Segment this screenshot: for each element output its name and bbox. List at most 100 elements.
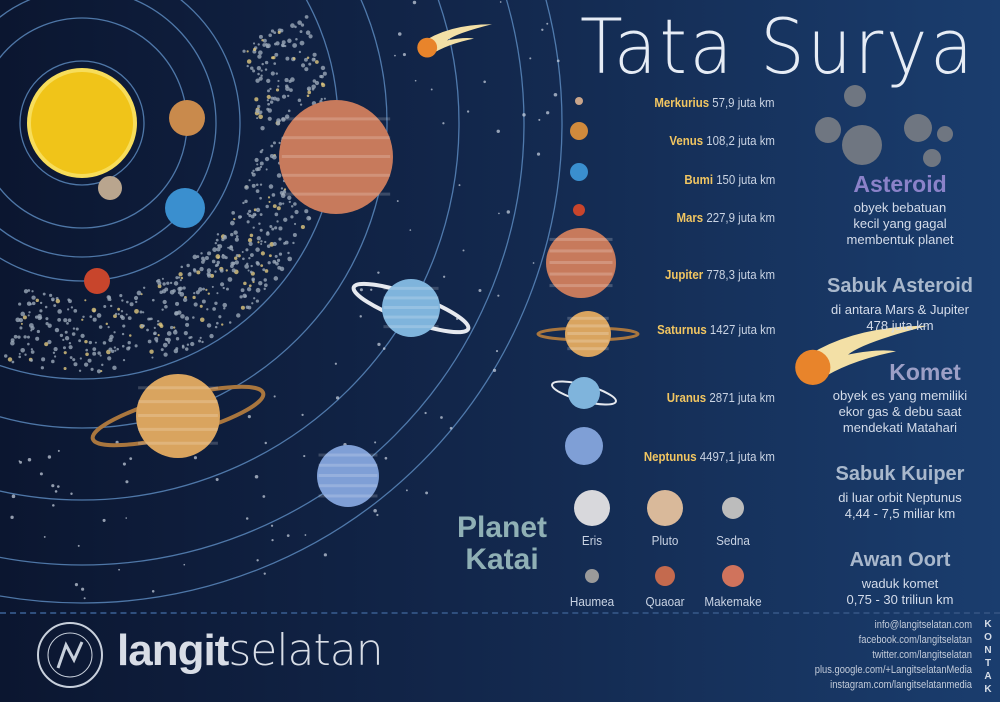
orbit-line	[0, 0, 525, 566]
orbit-line	[0, 0, 388, 429]
asteroid-dot	[254, 157, 259, 163]
asteroid-dot	[53, 346, 58, 352]
asteroid-dot	[311, 87, 315, 91]
asteroid-info: Asteroid obyek bebatuan kecil yang gagal …	[810, 172, 990, 248]
asteroid-dot	[271, 154, 277, 160]
asteroid-dot	[258, 76, 263, 81]
asteroid-dot	[196, 270, 201, 275]
asteroid-dot	[240, 288, 245, 293]
asteroid-dot	[177, 310, 182, 315]
asteroid-dot	[260, 240, 263, 243]
planet-mars	[573, 204, 585, 216]
asteroid-dot	[290, 77, 295, 82]
contact-link[interactable]: facebook.com/langitselatan	[858, 634, 972, 646]
asteroid-dot	[158, 322, 163, 327]
contact-link[interactable]: info@langitselatan.com	[874, 619, 972, 631]
asteroid-dot	[224, 256, 228, 260]
asteroid-dot	[293, 222, 297, 226]
asteroid-dot	[172, 289, 176, 293]
asteroid-dot	[211, 285, 214, 288]
asteroid-dot	[182, 286, 186, 290]
asteroid-dot	[222, 302, 228, 308]
asteroid-dot	[256, 262, 260, 266]
asteroid-dot	[50, 297, 55, 302]
comet-large-tail	[800, 325, 928, 381]
asteroid-dot	[34, 315, 39, 319]
asteroid-dot	[251, 183, 256, 188]
star-dot	[376, 513, 379, 517]
asteroid-dot	[57, 309, 62, 314]
asteroid-dot	[287, 38, 292, 44]
asteroid-dot	[273, 276, 279, 281]
asteroid-dot	[278, 252, 283, 256]
star-dot	[430, 88, 433, 91]
uranus-planet-band	[383, 315, 439, 319]
asteroid-dot	[322, 71, 327, 76]
asteroid-dot	[259, 150, 263, 154]
asteroid-dot	[295, 37, 298, 41]
planet-venus	[570, 122, 588, 140]
star-dot	[125, 480, 129, 484]
asteroid-dot	[170, 325, 174, 330]
asteroid-dot	[52, 351, 56, 354]
planet-distance: 4497,1 juta km	[699, 449, 775, 464]
asteroid-dot	[84, 339, 88, 344]
asteroid-dot	[91, 307, 97, 313]
asteroid-dot	[80, 333, 85, 338]
asteroid-dot	[246, 50, 249, 53]
asteroid-dot	[294, 209, 299, 215]
info-column: Asteroid obyek bebatuan kecil yang gagal …	[810, 172, 990, 608]
comet-large-head	[795, 349, 831, 385]
star-dot	[402, 53, 406, 57]
asteroid-dot	[216, 292, 219, 295]
asteroid-dot	[81, 318, 84, 321]
contact-link[interactable]: twitter.com/langitselatan	[872, 649, 972, 661]
asteroid-dot	[242, 201, 245, 205]
earth-planet	[165, 188, 205, 228]
asteroid-dot	[260, 264, 264, 267]
heading-line: Planet	[456, 511, 548, 544]
contact-link[interactable]: instagram.com/langitselatanmedia	[830, 679, 972, 691]
asteroid-dot	[256, 163, 259, 166]
asteroid-dot	[120, 315, 125, 320]
planet-row-mars: Mars 227,9 juta km	[676, 210, 775, 225]
star-dot	[556, 59, 560, 63]
star-dot	[397, 32, 402, 36]
asteroid-dot	[10, 338, 15, 343]
asteroid-dot	[70, 306, 74, 309]
asteroid-dot	[278, 141, 281, 145]
star-dot	[286, 534, 290, 538]
asteroid-dot	[279, 28, 284, 33]
asteroid-dot	[297, 20, 302, 25]
asteroid-dot	[30, 358, 33, 362]
asteroid-dot	[20, 347, 25, 353]
asteroid-dot	[166, 337, 171, 343]
asteroid-dot	[281, 44, 285, 48]
asteroid-dot	[261, 39, 264, 42]
star-dot	[215, 478, 219, 482]
star-dot	[47, 455, 52, 459]
asteroid-dot	[217, 244, 220, 247]
asteroid-dot	[248, 209, 252, 213]
planet-uranus	[568, 377, 600, 409]
asteroid-dot	[271, 227, 275, 231]
centaur-icon	[56, 641, 84, 669]
star-dot	[129, 457, 133, 461]
asteroid-dot	[182, 297, 188, 303]
asteroid-dot	[250, 66, 254, 70]
asteroid-dot	[153, 326, 156, 330]
asteroid-dot	[299, 30, 303, 34]
contact-link[interactable]: plus.google.com/+LangitselatanMedia	[814, 664, 972, 676]
asteroid-dot	[122, 359, 126, 362]
star-dot	[256, 559, 259, 562]
asteroid-dot	[276, 258, 281, 263]
asteroid-dot	[151, 298, 155, 302]
asteroid-dot	[297, 98, 302, 102]
asteroid-dot	[47, 323, 52, 328]
asteroid-dot	[102, 341, 107, 345]
asteroid-dot	[268, 33, 272, 38]
star-dot	[374, 441, 377, 444]
star-dot	[553, 92, 558, 97]
asteroid-dot	[308, 62, 312, 66]
asteroid-dot	[252, 169, 255, 172]
